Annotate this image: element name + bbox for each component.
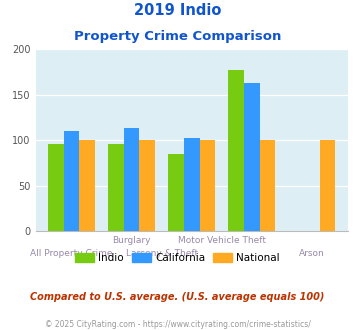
Legend: Indio, California, National: Indio, California, National — [71, 248, 284, 267]
Bar — [200, 140, 215, 231]
Bar — [124, 128, 140, 231]
Bar — [168, 154, 184, 231]
Text: Larceny & Theft: Larceny & Theft — [126, 249, 198, 258]
Text: Arson: Arson — [299, 249, 325, 258]
Text: 2019 Indio: 2019 Indio — [134, 3, 221, 18]
Bar — [48, 144, 64, 231]
Bar — [260, 140, 275, 231]
Bar — [184, 138, 200, 231]
Text: Motor Vehicle Theft: Motor Vehicle Theft — [178, 236, 266, 245]
Bar — [244, 83, 260, 231]
Text: Burglary: Burglary — [113, 236, 151, 245]
Bar — [64, 131, 80, 231]
Bar — [320, 140, 335, 231]
Bar — [80, 140, 95, 231]
Bar — [140, 140, 155, 231]
Text: Compared to U.S. average. (U.S. average equals 100): Compared to U.S. average. (U.S. average … — [30, 292, 325, 302]
Bar — [228, 70, 244, 231]
Text: Property Crime Comparison: Property Crime Comparison — [74, 30, 281, 43]
Text: All Property Crime: All Property Crime — [30, 249, 113, 258]
Bar — [108, 144, 124, 231]
Text: © 2025 CityRating.com - https://www.cityrating.com/crime-statistics/: © 2025 CityRating.com - https://www.city… — [45, 320, 310, 329]
